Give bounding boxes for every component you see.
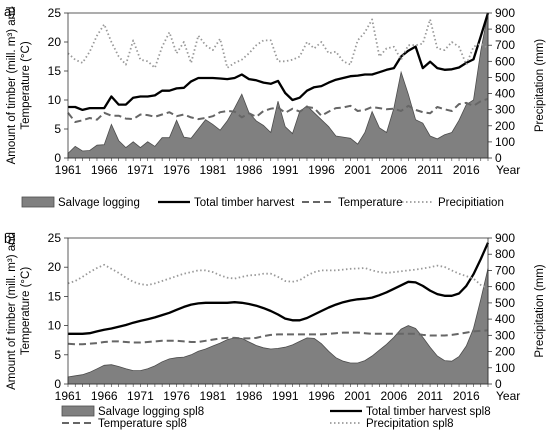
y2-tick-label: 400 — [495, 87, 515, 101]
legend-label: Total timber harvest — [194, 197, 295, 209]
y2-tick-label: 0 — [495, 151, 502, 165]
x-tick-label: 1961 — [55, 163, 82, 177]
y-tick-label: 25 — [48, 6, 62, 20]
x-tick-label: 1976 — [163, 389, 190, 403]
panel-label: a) — [4, 4, 16, 19]
legend: Salvage logging spl8 Total timber harvest… — [61, 405, 491, 430]
legend-swatch — [61, 405, 95, 417]
legend-item: Precipitiation — [402, 197, 504, 209]
x-tick-label: 1996 — [308, 389, 335, 403]
x-tick-label: 1961 — [55, 389, 82, 403]
legend-label: Temperature spl8 — [98, 418, 187, 430]
y2-tick-label: 300 — [495, 103, 515, 117]
x-tick-label: 1966 — [91, 163, 118, 177]
y-tick-label: 25 — [48, 231, 62, 245]
legend-item: Salvage logging spl8 — [61, 405, 204, 418]
y-tick-label: 10 — [48, 93, 62, 107]
y2-tick-label: 100 — [495, 135, 515, 149]
y-tick-label: 0 — [54, 151, 61, 165]
y2-tick-label: 500 — [495, 70, 515, 84]
y2-tick-label: 600 — [495, 54, 515, 68]
legend-label: Salvage logging spl8 — [98, 406, 204, 418]
y-axis-label: Amount of timber (mill. m³) and Temperatu… — [6, 232, 32, 390]
y2-axis-label: Precipitation (mm) — [534, 264, 546, 357]
x-tick-label: 2011 — [417, 389, 443, 403]
x-tick-label: 2006 — [381, 389, 408, 403]
x-tick-label: 1986 — [236, 389, 263, 403]
legend-item: Temperature spl8 — [62, 418, 187, 430]
x-tick-label: 1976 — [163, 163, 190, 177]
y-tick-label: 15 — [48, 289, 62, 303]
legend-label: Precipitiation — [438, 197, 504, 209]
legend-label: Total timber harvest spl8 — [366, 406, 491, 418]
x-tick-label: 2016 — [453, 389, 480, 403]
legend-item: Total timber harvest spl8 — [330, 406, 491, 418]
y2-tick-label: 900 — [495, 6, 515, 20]
x-tick-label: 2006 — [381, 163, 408, 177]
y2-tick-label: 600 — [495, 280, 515, 294]
series-line-2 — [68, 12, 490, 112]
series-line-4 — [67, 263, 489, 290]
series-line-3 — [67, 329, 489, 346]
chart-panel-1: a) 0 5 10 15 20 25 0 100 200 300 400 500 600 700 800 900… — [4, 4, 546, 209]
series-area-1 — [67, 12, 489, 159]
x-tick-label: 1981 — [199, 163, 226, 177]
y2-tick-label: 900 — [495, 231, 515, 245]
legend-label: Temperature — [338, 197, 403, 209]
x-axis-label: Year — [496, 389, 520, 403]
legend-item: Temperature — [302, 197, 403, 209]
y2-tick-label: 200 — [495, 345, 515, 359]
chart-panel-2: b) 0 5 10 15 20 25 0 100 200 300 400 500 600 700 800 900… — [4, 231, 546, 430]
y-tick-label: 20 — [48, 260, 62, 274]
x-tick-label: 2001 — [344, 389, 371, 403]
y2-tick-label: 100 — [495, 361, 515, 375]
y2-tick-label: 500 — [495, 296, 515, 310]
series-area-1 — [67, 268, 489, 385]
x-axis-label: Year — [496, 163, 520, 177]
x-tick-label: 2001 — [344, 163, 371, 177]
panel-label: b) — [4, 231, 16, 246]
y2-tick-label: 800 — [495, 247, 515, 261]
y-tick-label: 5 — [54, 122, 61, 136]
y-tick-label: 10 — [48, 319, 62, 333]
legend-swatch — [21, 196, 55, 208]
x-tick-label: 1991 — [272, 163, 299, 177]
x-tick-label: 1991 — [272, 389, 299, 403]
y2-axis-label: Precipitation (mm) — [534, 39, 546, 132]
legend-item: Total timber harvest — [158, 197, 295, 209]
y-tick-label: 5 — [54, 348, 61, 362]
y2-tick-label: 800 — [495, 22, 515, 36]
x-tick-label: 2016 — [453, 163, 480, 177]
y2-tick-label: 0 — [495, 377, 502, 391]
x-tick-label: 1971 — [127, 163, 154, 177]
y2-tick-label: 700 — [495, 38, 515, 52]
legend-label: Precipitation spl8 — [366, 418, 454, 430]
legend-label: Salvage logging — [58, 197, 140, 209]
x-tick-label: 2011 — [417, 163, 443, 177]
series-line-3 — [67, 97, 489, 123]
y-tick-label: 15 — [48, 64, 62, 78]
y-axis-label: Amount of timber (mill. m³) and Temperatu… — [6, 7, 32, 165]
y-tick-label: 0 — [54, 377, 61, 391]
legend-item: Precipitation spl8 — [330, 418, 454, 430]
series-line-2 — [68, 242, 490, 335]
x-tick-label: 1971 — [127, 389, 154, 403]
series-line-4 — [67, 18, 489, 69]
legend-item: Salvage logging — [21, 196, 140, 209]
x-tick-label: 1981 — [199, 389, 226, 403]
x-tick-label: 1996 — [308, 163, 335, 177]
y2-tick-label: 700 — [495, 263, 515, 277]
y2-tick-label: 300 — [495, 328, 515, 342]
y2-tick-label: 400 — [495, 312, 515, 326]
x-tick-label: 1986 — [236, 163, 263, 177]
x-tick-label: 1966 — [91, 389, 118, 403]
y2-tick-label: 200 — [495, 119, 515, 133]
y-tick-label: 20 — [48, 35, 62, 49]
legend: Salvage logging Total timber harvest Tempe… — [21, 196, 504, 209]
